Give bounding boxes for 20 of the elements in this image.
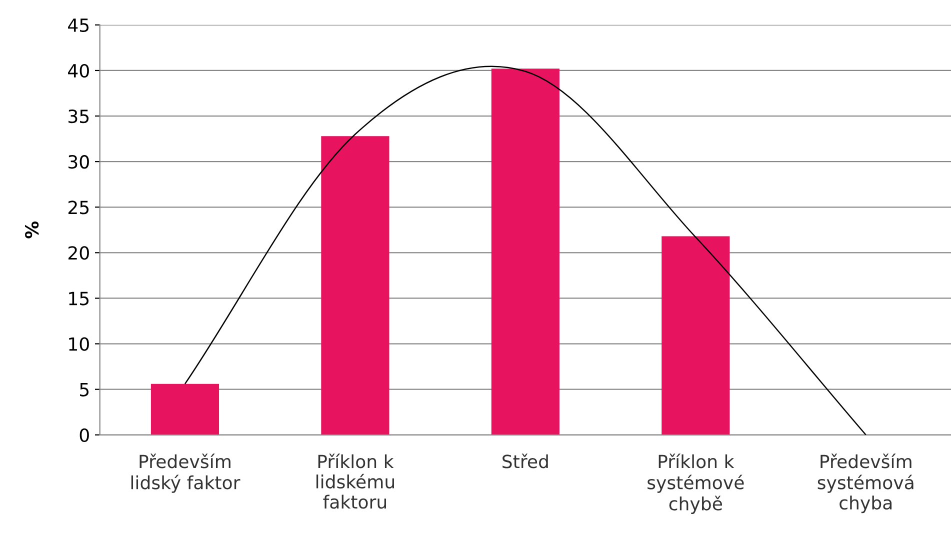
y-tick-label: 25 bbox=[68, 200, 89, 214]
bar bbox=[321, 136, 390, 435]
x-tick-label: Střed bbox=[502, 454, 548, 468]
bar bbox=[662, 236, 730, 435]
y-tick-label: 0 bbox=[80, 428, 89, 442]
x-tick-label: Především lidský faktor bbox=[131, 454, 240, 493]
y-tick-label: 15 bbox=[69, 292, 89, 306]
x-tick-label: Příklon k systémové chybě bbox=[648, 454, 744, 514]
y-tick-label: 40 bbox=[68, 64, 89, 78]
y-tick-label: 45 bbox=[68, 18, 89, 32]
y-tick-label: 5 bbox=[80, 383, 89, 396]
y-axis-title: % bbox=[25, 221, 39, 238]
x-tick-label: Příklon k lidskému faktoru bbox=[316, 454, 394, 509]
y-tick-label: 10 bbox=[69, 337, 89, 351]
x-tick-label: Především systémová chyba bbox=[818, 454, 914, 514]
y-tick-label: 30 bbox=[68, 155, 89, 169]
bar bbox=[150, 384, 220, 435]
y-tick-label: 35 bbox=[68, 109, 89, 124]
y-tick-label: 20 bbox=[68, 246, 89, 260]
bar bbox=[491, 68, 560, 435]
